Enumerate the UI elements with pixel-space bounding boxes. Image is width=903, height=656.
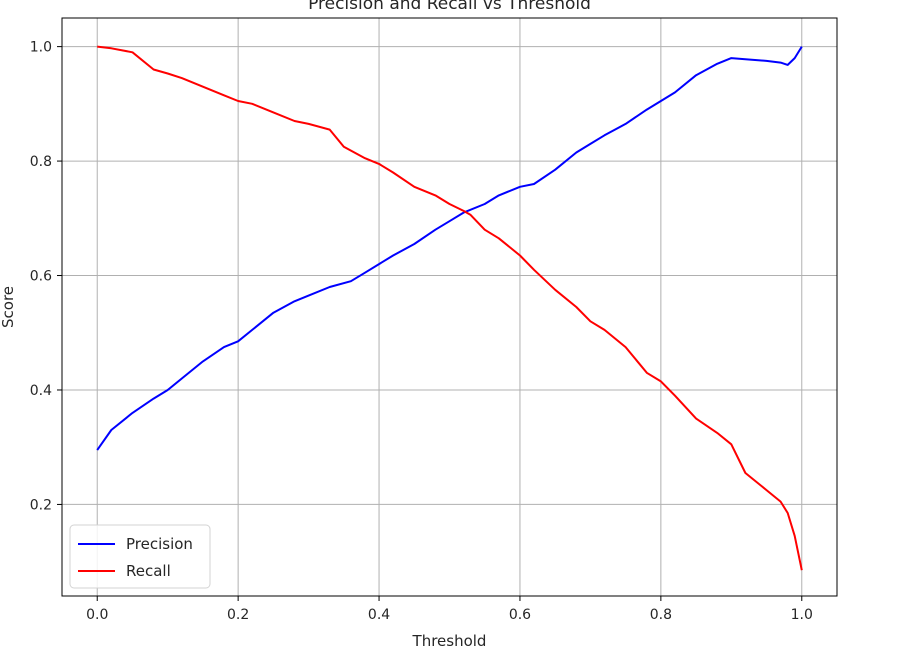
x-tick-label: 0.0 bbox=[86, 607, 108, 623]
x-tick-label: 0.4 bbox=[368, 607, 390, 623]
legend-label-recall: Recall bbox=[126, 562, 171, 580]
grid-lines bbox=[62, 18, 837, 596]
x-tick-label: 0.6 bbox=[509, 607, 531, 623]
legend-label-precision: Precision bbox=[126, 535, 193, 553]
x-tick-label: 0.2 bbox=[227, 607, 249, 623]
y-tick-label: 0.6 bbox=[30, 269, 52, 285]
plot-frame bbox=[61, 17, 838, 597]
y-axis-label: Score bbox=[0, 286, 17, 328]
chart-title: Precision and Recall vs Threshold bbox=[308, 0, 591, 14]
y-tick-label: 0.4 bbox=[30, 383, 52, 399]
y-tick-label: 0.8 bbox=[30, 154, 52, 170]
series-line-recall bbox=[97, 45, 803, 571]
x-tick-label: 0.8 bbox=[650, 607, 672, 623]
y-tick-label: 1.0 bbox=[30, 40, 52, 56]
series-lines bbox=[96, 45, 803, 571]
x-axis-label: Threshold bbox=[412, 632, 487, 650]
x-tick-label: 1.0 bbox=[791, 607, 813, 623]
y-axis-ticks: 0.2 0.4 0.6 0.8 1.0 bbox=[30, 40, 62, 513]
legend-box bbox=[69, 524, 211, 589]
x-axis-ticks: 0.0 0.2 0.4 0.6 0.8 1.0 bbox=[86, 596, 813, 623]
legend: Precision Recall bbox=[69, 524, 211, 589]
y-tick-label: 0.2 bbox=[30, 497, 52, 513]
series-line-precision bbox=[96, 46, 803, 451]
